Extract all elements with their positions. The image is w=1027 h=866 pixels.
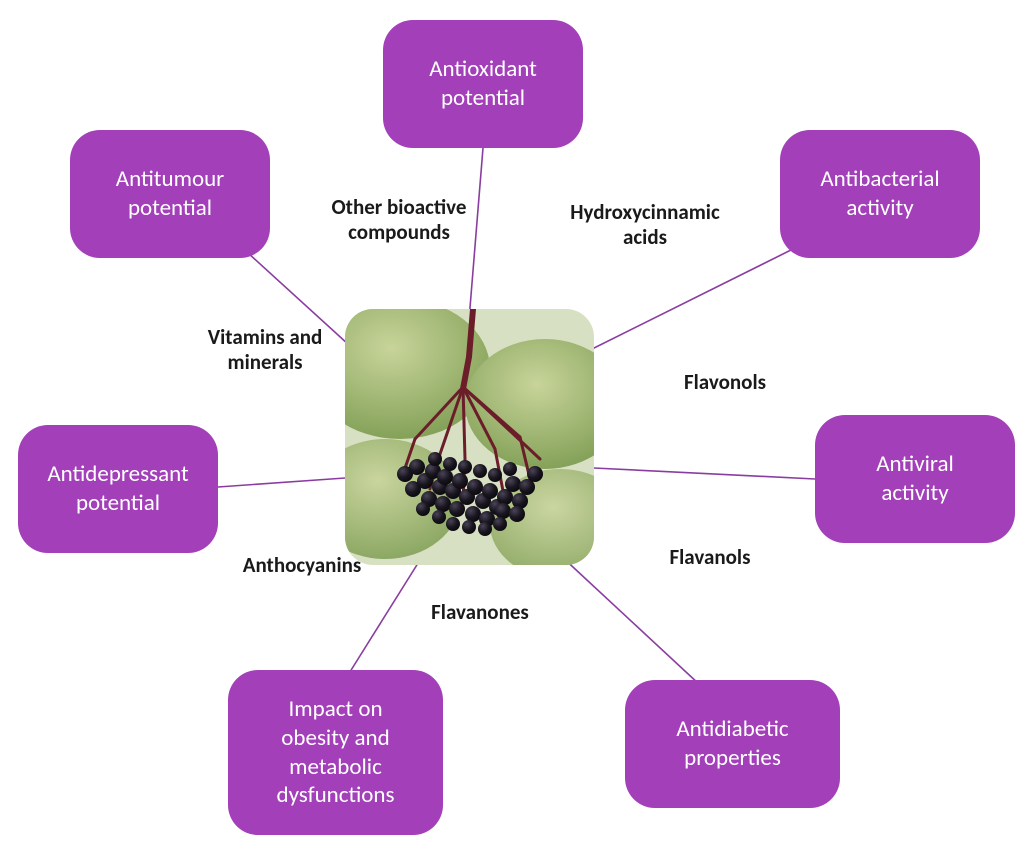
node-antiviral: Antiviral activity: [815, 415, 1015, 543]
edge-label: Hydroxycinnamic acids: [540, 200, 750, 250]
edge-label: Vitamins and minerals: [180, 325, 350, 375]
node-obesity: Impact on obesity and metabolic dysfunct…: [228, 670, 443, 835]
node-label: Impact on obesity and metabolic dysfunct…: [277, 695, 395, 810]
edge-label: Other bioactive compounds: [299, 195, 499, 245]
edge-label: Flavonols: [655, 370, 795, 395]
edge-line: [218, 478, 345, 487]
node-antioxidant: Antioxidant potential: [383, 20, 583, 148]
node-antitumour: Antitumour potential: [70, 130, 270, 258]
edge-label: Flavanones: [400, 600, 560, 625]
node-antidepressant: Antidepressant potential: [18, 425, 218, 553]
node-antibacterial: Antibacterial activity: [780, 130, 980, 258]
node-label: Antitumour potential: [116, 165, 224, 223]
edge-line: [594, 468, 815, 479]
node-label: Antidiabetic properties: [676, 715, 788, 773]
node-label: Antidepressant potential: [47, 460, 188, 518]
center-image: [345, 309, 594, 565]
node-antidiabetic: Antidiabetic properties: [625, 680, 840, 808]
diagram-canvas: Antioxidant potential Antibacterial activ…: [0, 0, 1027, 866]
edge-label: Anthocyanins: [222, 553, 382, 578]
node-label: Antibacterial activity: [820, 165, 939, 223]
node-label: Antioxidant potential: [429, 55, 537, 113]
edge-line: [580, 248, 795, 355]
node-label: Antiviral activity: [876, 450, 954, 508]
edge-label: Flavanols: [640, 545, 780, 570]
edge-line: [560, 555, 700, 685]
